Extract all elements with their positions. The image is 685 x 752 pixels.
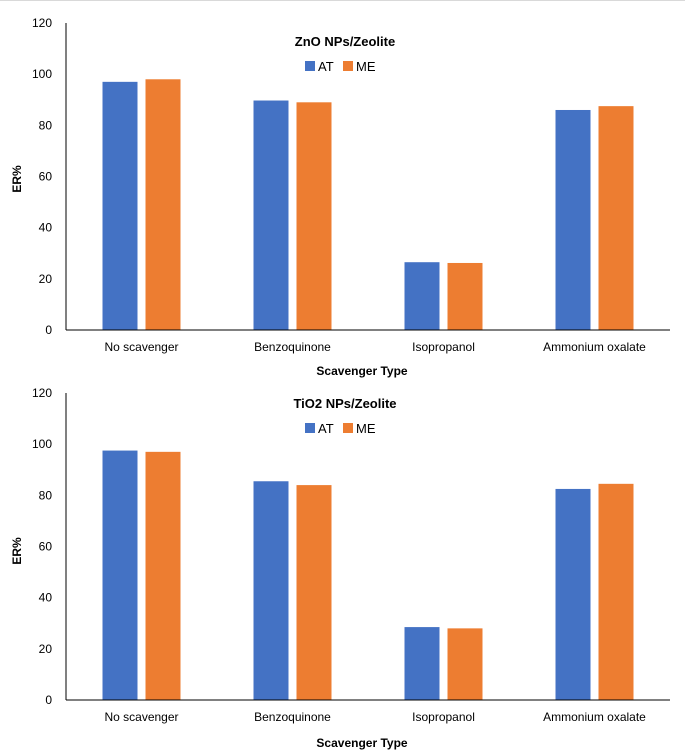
legend-swatch-me xyxy=(343,423,353,433)
chart-tio2-svg: TiO2 NPs/Zeolite AT ME ER% Scavenger Typ… xyxy=(10,386,670,750)
x-axis-label: Scavenger Type xyxy=(316,364,407,378)
bar-me-benzoquinone xyxy=(296,485,332,700)
x-axis-label: Scavenger Type xyxy=(316,736,407,750)
legend: AT ME xyxy=(305,59,376,74)
y-tick-label: 60 xyxy=(39,170,53,184)
y-axis-label: ER% xyxy=(10,537,24,565)
bar-me-ammonium-oxalate xyxy=(598,106,634,330)
x-category-label: Benzoquinone xyxy=(254,710,331,724)
x-category-label: Isopropanol xyxy=(412,340,475,354)
x-category-label: Isopropanol xyxy=(412,710,475,724)
bar-me-no-scavenger xyxy=(145,79,181,331)
x-category-labels: No scavenger Benzoquinone Isopropanol Am… xyxy=(104,710,646,724)
bar-me-isopropanol xyxy=(447,628,483,700)
legend-swatch-me xyxy=(343,61,353,71)
chart-title: ZnO NPs/Zeolite xyxy=(295,34,395,49)
x-category-label: Ammonium oxalate xyxy=(543,710,646,724)
legend-swatch-at xyxy=(305,423,315,433)
bar-me-no-scavenger xyxy=(145,451,181,700)
x-category-label: Ammonium oxalate xyxy=(543,340,646,354)
y-tick-label: 20 xyxy=(39,642,53,656)
legend: AT ME xyxy=(305,421,376,436)
bar-me-ammonium-oxalate xyxy=(598,483,634,700)
top-border xyxy=(0,0,685,1)
bar-at-benzoquinone xyxy=(253,481,289,700)
legend-label-at: AT xyxy=(318,59,334,74)
bars xyxy=(102,79,634,331)
y-tick-labels: 0 20 40 60 80 100 120 xyxy=(32,16,52,337)
y-tick-label: 0 xyxy=(45,323,52,337)
chart-tio2-zeolite: TiO2 NPs/Zeolite AT ME ER% Scavenger Typ… xyxy=(0,376,685,751)
x-category-label: No scavenger xyxy=(104,710,178,724)
y-tick-label: 0 xyxy=(45,693,52,707)
bar-me-isopropanol xyxy=(447,262,483,330)
chart-title: TiO2 NPs/Zeolite xyxy=(293,396,396,411)
y-tick-label: 60 xyxy=(39,540,53,554)
bar-me-benzoquinone xyxy=(296,102,332,330)
chart-zno-zeolite: ZnO NPs/Zeolite AT ME ER% Scavenger Type… xyxy=(0,4,685,379)
bar-at-ammonium-oxalate xyxy=(555,488,591,700)
chart-zno-svg: ZnO NPs/Zeolite AT ME ER% Scavenger Type… xyxy=(10,16,670,378)
y-tick-label: 120 xyxy=(32,386,52,400)
x-category-label: Benzoquinone xyxy=(254,340,331,354)
bar-at-isopropanol xyxy=(404,627,440,700)
y-axis-label: ER% xyxy=(10,165,24,193)
bar-at-isopropanol xyxy=(404,262,440,330)
legend-label-me: ME xyxy=(356,59,376,74)
bar-at-no-scavenger xyxy=(102,450,138,700)
bar-at-benzoquinone xyxy=(253,100,289,330)
y-tick-label: 120 xyxy=(32,16,52,30)
y-tick-label: 80 xyxy=(39,488,53,502)
legend-swatch-at xyxy=(305,61,315,71)
legend-label-me: ME xyxy=(356,421,376,436)
x-category-labels: No scavenger Benzoquinone Isopropanol Am… xyxy=(104,340,646,354)
y-tick-label: 100 xyxy=(32,437,52,451)
legend-label-at: AT xyxy=(318,421,334,436)
y-tick-label: 20 xyxy=(39,272,53,286)
y-tick-label: 100 xyxy=(32,67,52,81)
x-category-label: No scavenger xyxy=(104,340,178,354)
bars xyxy=(102,450,634,700)
y-tick-label: 40 xyxy=(39,591,53,605)
bar-at-ammonium-oxalate xyxy=(555,109,591,330)
y-tick-label: 40 xyxy=(39,221,53,235)
bar-at-no-scavenger xyxy=(102,81,138,330)
y-tick-label: 80 xyxy=(39,118,53,132)
y-tick-labels: 0 20 40 60 80 100 120 xyxy=(32,386,52,707)
